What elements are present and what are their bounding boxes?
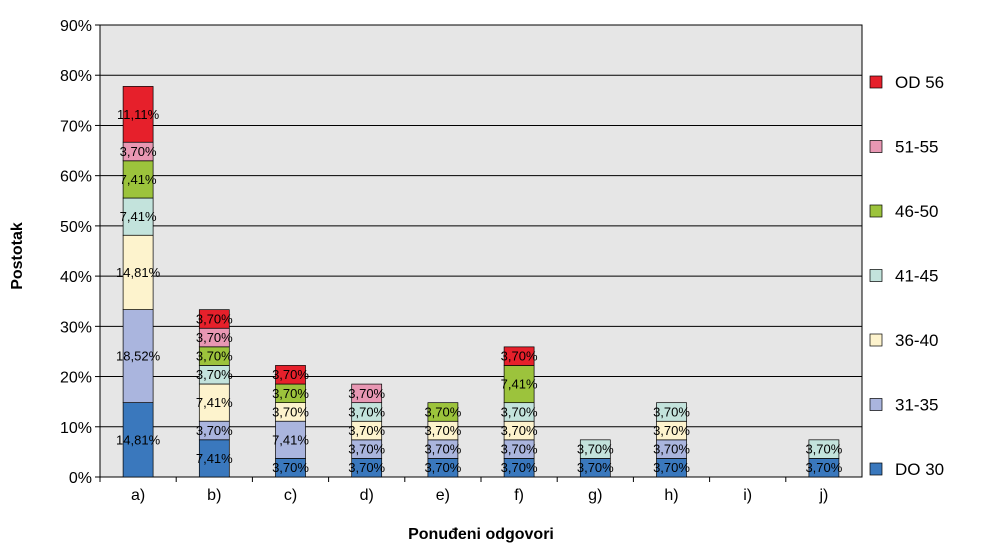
data-label: 3,70% bbox=[653, 404, 690, 419]
data-label: 3,70% bbox=[577, 442, 614, 457]
data-label: 3,70% bbox=[501, 442, 538, 457]
bar-segment bbox=[122, 160, 154, 199]
bars: 14,81% 18,52% 14,81% 7,41% 7,41% 3,70% 11,11% 7… bbox=[116, 86, 843, 478]
data-label: 3,70% bbox=[805, 460, 842, 475]
data-label: 3,70% bbox=[501, 349, 538, 364]
y-tick-label: 30% bbox=[60, 319, 92, 336]
data-label: 14,81% bbox=[116, 265, 161, 280]
data-label: 3,70% bbox=[348, 442, 385, 457]
data-label: 3,70% bbox=[272, 367, 309, 382]
bar-segment bbox=[198, 383, 230, 422]
data-label: 3,70% bbox=[424, 404, 461, 419]
bar-segment bbox=[351, 383, 383, 404]
y-tick-label: 80% bbox=[60, 68, 92, 85]
data-label: 3,70% bbox=[272, 460, 309, 475]
y-tick-label: 20% bbox=[60, 370, 92, 387]
y-axis-ticks: 0% 10% 20% 30% 40% 50% 60% 70% 80% 90% bbox=[60, 18, 100, 487]
data-label: 7,41% bbox=[501, 377, 538, 392]
y-tick-label: 50% bbox=[60, 219, 92, 236]
data-label: 11,11% bbox=[117, 107, 160, 122]
data-label: 3,70% bbox=[653, 442, 690, 457]
x-tick-label: b) bbox=[207, 487, 221, 504]
data-label: 3,70% bbox=[348, 423, 385, 438]
legend-swatch bbox=[869, 333, 883, 347]
bar-segment bbox=[808, 439, 840, 459]
bar-segment bbox=[656, 402, 687, 422]
data-label: 7,41% bbox=[120, 172, 157, 187]
x-tick-label: g) bbox=[588, 487, 602, 504]
legend-swatch bbox=[869, 140, 883, 153]
legend-swatch bbox=[869, 75, 883, 89]
bar-segment bbox=[122, 234, 154, 310]
x-tick-label: j) bbox=[818, 487, 828, 504]
legend-label: 46-50 bbox=[895, 202, 938, 221]
bar-segment bbox=[198, 439, 230, 478]
data-label: 3,70% bbox=[120, 144, 157, 159]
data-label: 3,70% bbox=[348, 460, 385, 475]
x-tick-label: f) bbox=[514, 487, 524, 504]
legend-swatch bbox=[869, 462, 883, 476]
y-tick-label: 60% bbox=[60, 169, 92, 186]
y-tick-label: 0% bbox=[69, 470, 92, 487]
legend-swatch bbox=[869, 398, 883, 411]
data-label: 3,70% bbox=[653, 460, 690, 475]
data-label: 3,70% bbox=[577, 460, 614, 475]
data-label: 3,70% bbox=[196, 330, 233, 345]
x-axis-title: Ponuđeni odgovori bbox=[408, 526, 554, 543]
legend-swatch bbox=[869, 269, 883, 282]
data-label: 3,70% bbox=[196, 423, 233, 438]
x-axis-ticks: a) b) c) d) e) f) g) h) i) j) bbox=[99, 477, 828, 504]
legend-label: 36-40 bbox=[895, 331, 938, 350]
x-tick-label: d) bbox=[360, 487, 374, 504]
legend-label: 51-55 bbox=[895, 138, 938, 157]
x-tick-label: h) bbox=[664, 487, 678, 504]
x-tick-label: c) bbox=[284, 487, 297, 504]
bar-segment bbox=[122, 197, 154, 236]
data-label: 3,70% bbox=[501, 404, 538, 419]
data-label: 3,70% bbox=[424, 423, 461, 438]
data-label: 3,70% bbox=[424, 460, 461, 475]
y-tick-label: 70% bbox=[60, 118, 92, 135]
legend-label: DO 30 bbox=[895, 460, 944, 479]
data-label: 3,70% bbox=[653, 423, 690, 438]
legend-label: 31-35 bbox=[895, 396, 938, 415]
data-label: 7,41% bbox=[272, 432, 309, 447]
data-label: 3,70% bbox=[805, 442, 842, 457]
x-tick-label: a) bbox=[131, 487, 145, 504]
data-label: 18,52% bbox=[116, 349, 161, 364]
bar-segment bbox=[503, 365, 535, 404]
data-label: 7,41% bbox=[120, 209, 157, 224]
data-label: 3,70% bbox=[196, 367, 233, 382]
data-label: 3,70% bbox=[348, 386, 385, 401]
legend-swatch bbox=[869, 204, 883, 218]
bar-segment bbox=[198, 309, 230, 329]
bar-segment bbox=[503, 346, 535, 366]
legend-label: 41-45 bbox=[895, 267, 938, 286]
data-label: 3,70% bbox=[272, 386, 309, 401]
y-tick-label: 90% bbox=[60, 18, 92, 35]
y-tick-label: 10% bbox=[60, 420, 92, 437]
x-tick-label: i) bbox=[743, 487, 752, 504]
data-label: 3,70% bbox=[196, 349, 233, 364]
data-label: 7,41% bbox=[196, 451, 233, 466]
data-label: 14,81% bbox=[116, 432, 161, 447]
data-label: 3,70% bbox=[424, 442, 461, 457]
y-axis-title: Postotak bbox=[9, 222, 26, 290]
legend-label: OD 56 bbox=[895, 73, 944, 92]
y-tick-label: 40% bbox=[60, 269, 92, 286]
data-label: 7,41% bbox=[196, 395, 233, 410]
data-label: 3,70% bbox=[501, 423, 538, 438]
bar-segment bbox=[427, 402, 459, 422]
data-label: 3,70% bbox=[196, 311, 233, 326]
legend: OD 56 51-55 46-50 41-45 36-40 31-35 DO 30 bbox=[869, 73, 944, 479]
x-tick-label: e) bbox=[436, 487, 450, 504]
data-label: 3,70% bbox=[272, 404, 309, 419]
data-label: 3,70% bbox=[501, 460, 538, 475]
bar-segment bbox=[275, 420, 306, 459]
bar-segment bbox=[275, 365, 306, 385]
bar-segment bbox=[122, 86, 154, 143]
data-label: 3,70% bbox=[348, 404, 385, 419]
bar-segment bbox=[579, 439, 611, 459]
